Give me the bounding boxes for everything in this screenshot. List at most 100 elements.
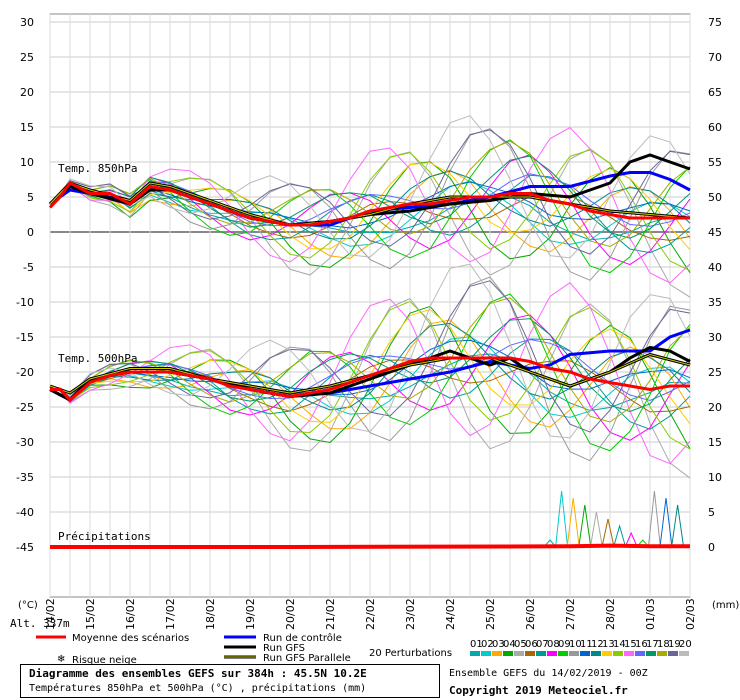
x-date-label: 22/02 xyxy=(364,598,377,630)
perturb-swatch xyxy=(481,651,491,656)
perturb-swatch xyxy=(668,651,678,656)
perturbation-5-t850 xyxy=(49,148,691,298)
perturb-swatch xyxy=(602,651,612,656)
left-tick-label: -5 xyxy=(23,261,34,274)
perturb-number: 14 xyxy=(613,639,626,650)
legend-control: Run de contrôle xyxy=(263,632,342,644)
grid xyxy=(49,13,691,598)
perturb-number: 12 xyxy=(591,639,604,650)
right-tick-label: 40 xyxy=(708,261,722,274)
right-tick-label: 10 xyxy=(708,471,722,484)
perturb-number: 09 xyxy=(558,639,571,650)
perturb-number: 04 xyxy=(503,639,516,650)
perturb-swatch xyxy=(613,651,623,656)
perturbation-18-t500 xyxy=(49,297,691,423)
perturb-swatch xyxy=(514,651,524,656)
perturb-number: 10 xyxy=(569,639,582,650)
perturb-swatch xyxy=(624,651,634,656)
perturb-swatch xyxy=(547,651,557,656)
right-tick-label: 45 xyxy=(708,226,722,239)
x-date-label: 17/02 xyxy=(164,598,177,630)
x-date-label: 01/03 xyxy=(644,598,657,630)
left-axis-unit: (°C) xyxy=(18,600,38,611)
perturbation-11-t500 xyxy=(49,339,691,400)
perturb-swatch xyxy=(470,651,480,656)
perturb-number: 17 xyxy=(646,639,659,650)
left-tick-label: 0 xyxy=(27,226,34,239)
run-info: Ensemble GEFS du 14/02/2019 - 00Z xyxy=(449,668,648,679)
left-tick-label: -35 xyxy=(16,471,34,484)
right-tick-label: 55 xyxy=(708,156,722,169)
right-tick-label: 25 xyxy=(708,366,722,379)
left-tick-label: 10 xyxy=(20,156,34,169)
perturbation-17-t850 xyxy=(49,155,691,239)
perturbation-20-t500 xyxy=(49,263,691,439)
x-date-label: 20/02 xyxy=(284,598,297,630)
chart-subtitle: Températures 850hPa et 500hPa (°C) , pré… xyxy=(29,683,367,694)
right-tick-label: 20 xyxy=(708,401,722,414)
legend-perturbations: 20 Perturbations xyxy=(369,648,452,659)
left-tick-label: -30 xyxy=(16,436,34,449)
left-tick-label: -10 xyxy=(16,296,34,309)
perturbation-17-t500 xyxy=(49,318,691,412)
precip-spike xyxy=(671,504,685,548)
altitude-label: Alt. 337m xyxy=(10,617,70,630)
perturb-swatch xyxy=(503,651,513,656)
series-0-t850 xyxy=(48,181,690,227)
right-tick-label: 15 xyxy=(708,436,722,449)
x-date-label: 16/02 xyxy=(124,598,137,630)
left-tick-label: 5 xyxy=(27,191,34,204)
perturb-swatch xyxy=(646,651,656,656)
perturb-number: 08 xyxy=(547,639,560,650)
chart-title-box: Diagramme des ensembles GEFS sur 384h : … xyxy=(20,664,440,698)
snow-icon-legend: ❄ xyxy=(57,654,65,665)
left-tick-label: -40 xyxy=(16,506,34,519)
perturb-number: 18 xyxy=(657,639,670,650)
x-date-label: 19/02 xyxy=(244,598,257,630)
perturb-number: 20 xyxy=(679,639,692,650)
right-tick-label: 50 xyxy=(708,191,722,204)
precip-spike xyxy=(624,531,638,548)
left-tick-label: -45 xyxy=(16,541,34,554)
perturb-number: 06 xyxy=(525,639,538,650)
perturb-number: 07 xyxy=(536,639,549,650)
right-tick-label: 0 xyxy=(708,541,715,554)
precip-spike xyxy=(601,518,615,548)
left-tick-label: 20 xyxy=(20,86,34,99)
x-date-label: 15/02 xyxy=(84,598,97,630)
left-tick-label: -15 xyxy=(16,331,34,344)
perturb-number: 19 xyxy=(668,639,681,650)
x-date-label: 23/02 xyxy=(404,598,417,630)
left-tick-label: 30 xyxy=(20,16,34,29)
x-date-label: 21/02 xyxy=(324,598,337,630)
perturb-number: 15 xyxy=(624,639,637,650)
x-date-label: 25/02 xyxy=(484,598,497,630)
series-gfs-parallel-t500 xyxy=(49,353,691,394)
right-tick-label: 35 xyxy=(708,296,722,309)
x-date-label: 24/02 xyxy=(444,598,457,630)
perturbation-13-t500 xyxy=(49,308,691,425)
perturb-number: 05 xyxy=(514,639,527,650)
left-tick-label: -25 xyxy=(16,401,34,414)
right-tick-label: 60 xyxy=(708,121,722,134)
perturb-number: 11 xyxy=(580,639,593,650)
panel-label-precip: Précipitations xyxy=(58,530,151,543)
right-axis-unit: (mm) xyxy=(712,600,739,611)
perturb-number: 01 xyxy=(470,639,483,650)
perturb-swatch xyxy=(525,651,535,656)
legend-snow: Risque neige xyxy=(72,655,137,666)
series-layer: 5%❄5%❄5%❄5%❄5%❄10%❄10%❄10%❄10%❄5%❄ xyxy=(48,115,691,549)
right-tick-label: 75 xyxy=(708,16,722,29)
precip-spike xyxy=(555,490,569,548)
legend-gfs: Run GFS xyxy=(263,643,305,654)
perturb-swatch xyxy=(558,651,568,656)
perturb-swatch xyxy=(580,651,590,656)
precip-spike xyxy=(647,490,661,548)
perturb-swatch xyxy=(635,651,645,656)
perturbation-20-t850 xyxy=(49,115,691,259)
x-date-label: 02/03 xyxy=(684,598,697,630)
legend-gfs-parallel: Run GFS Parallele xyxy=(263,653,351,664)
perturb-swatch xyxy=(536,651,546,656)
